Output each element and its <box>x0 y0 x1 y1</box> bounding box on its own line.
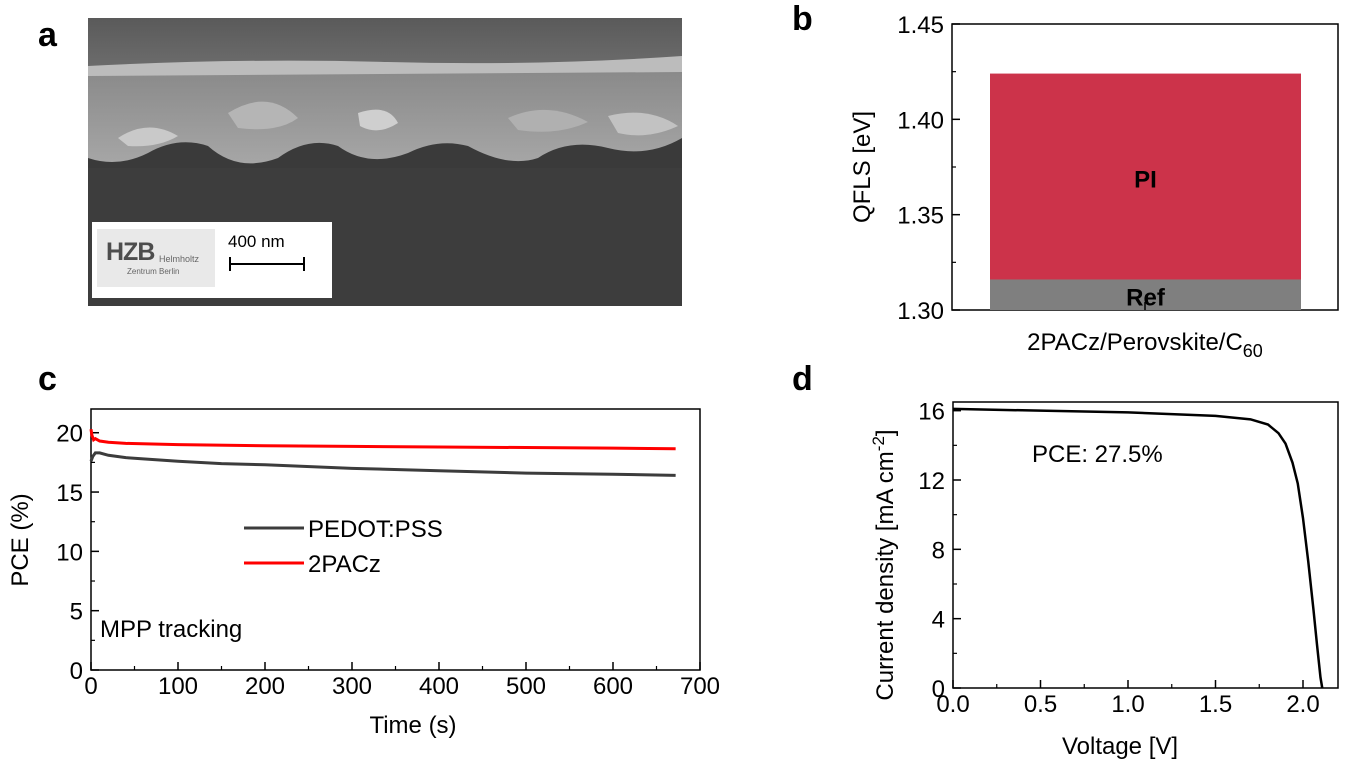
c-xtick-label: 300 <box>332 673 372 700</box>
b-ytick-label: 1.40 <box>897 107 944 134</box>
c-series-line-pedot-pss <box>89 451 676 477</box>
c-xtick-label: 100 <box>158 673 198 700</box>
d-series-line-jv <box>952 407 1324 689</box>
c-annotation: MPP tracking <box>100 616 242 643</box>
d-xtick-label: 0.0 <box>936 691 969 718</box>
c-ylabel: PCE (%) <box>7 493 34 586</box>
c-xtick-label: 700 <box>680 673 720 700</box>
b-bar-label-pi: PI <box>1134 167 1157 194</box>
c-ytick-label: 0 <box>70 658 83 685</box>
c-ytick-label: 15 <box>56 480 83 507</box>
c-legend-label: PEDOT:PSS <box>308 516 443 543</box>
b-ytick-label: 1.45 <box>897 12 944 39</box>
c-xtick-label: 400 <box>419 673 459 700</box>
d-xlabel: Voltage [V] <box>1062 733 1178 760</box>
scale-bar-tick-left <box>229 257 231 271</box>
scale-bar <box>230 263 304 265</box>
b-ytick-label: 1.30 <box>897 298 944 325</box>
d-ytick-label: 0 <box>932 676 945 703</box>
panel-label-d: d <box>792 360 813 398</box>
c-ytick-label: 5 <box>70 599 83 626</box>
c-legend-label: 2PACz <box>308 551 381 578</box>
d-plot-frame <box>952 401 1339 689</box>
scale-label: 400 nm <box>228 232 285 251</box>
hzb-logo-sub1: Helmholtz <box>159 254 200 264</box>
c-xlabel: Time (s) <box>369 712 456 739</box>
c-ytick-label: 10 <box>56 539 83 566</box>
c-xtick-label: 0 <box>84 673 97 700</box>
b-xtick-label: 2PACz/Perovskite/C60 <box>1027 329 1263 361</box>
d-ytick-label: 4 <box>932 607 945 634</box>
d-xtick-label: 0.5 <box>1024 691 1057 718</box>
b-ylabel: QFLS [eV] <box>849 111 876 223</box>
d-ytick-label: 12 <box>918 468 945 495</box>
scale-bar-tick-right <box>303 257 305 271</box>
b-ytick-label: 1.35 <box>897 203 944 230</box>
b-bar-label-ref: Ref <box>1126 285 1166 312</box>
panel-label-c: c <box>38 360 57 398</box>
hzb-logo-sub2: Zentrum Berlin <box>127 267 180 276</box>
d-xtick-label: 2.0 <box>1286 691 1319 718</box>
d-xtick-label: 1.0 <box>1111 691 1144 718</box>
c-series-line-2pacz <box>89 428 676 451</box>
d-annotation: PCE: 27.5% <box>1032 441 1163 468</box>
b-bar-pi <box>990 73 1301 280</box>
c-xtick-label: 200 <box>245 673 285 700</box>
d-ylabel: Current density [mA cm-2] <box>869 429 899 700</box>
d-ytick-label: 16 <box>918 399 945 426</box>
panel-label-a: a <box>38 16 57 54</box>
d-ytick-label: 8 <box>932 537 945 564</box>
d-xtick-label: 1.5 <box>1199 691 1232 718</box>
hzb-logo-text: HZB <box>106 238 155 266</box>
c-xtick-label: 500 <box>506 673 546 700</box>
c-xtick-label: 600 <box>593 673 633 700</box>
panel-label-b: b <box>792 0 813 38</box>
hzb-logo: HZB Helmholtz Zentrum Berlin <box>97 229 215 287</box>
c-ytick-label: 20 <box>56 421 83 448</box>
